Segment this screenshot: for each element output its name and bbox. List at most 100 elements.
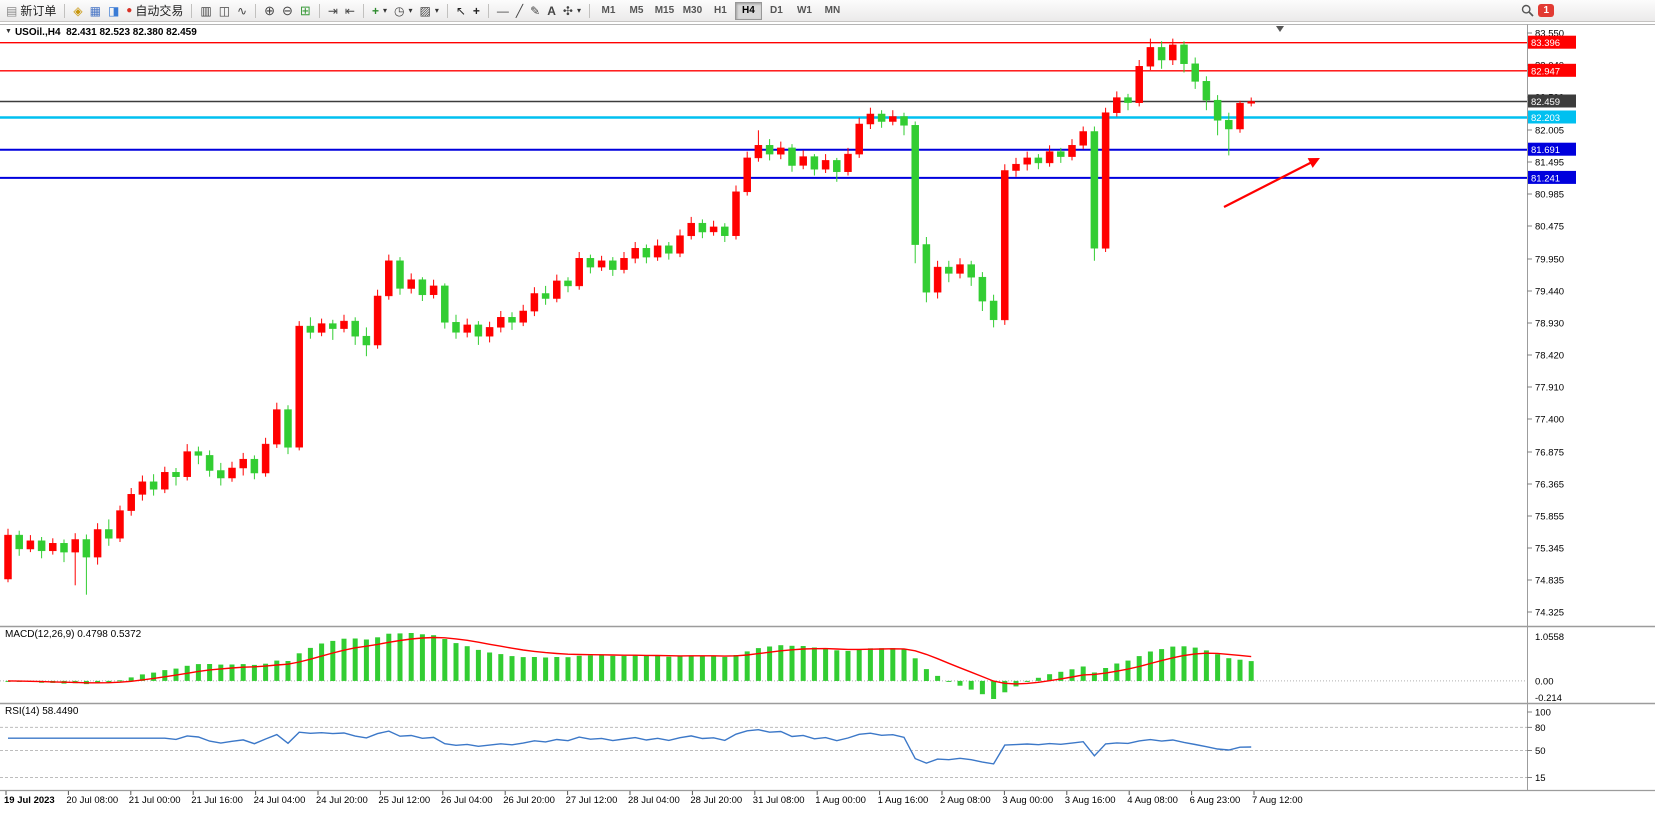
trend-arrow-annotation[interactable] (1223, 157, 1320, 208)
fibonacci-icon[interactable]: ✎ (530, 3, 541, 18)
svg-text:83.396: 83.396 (1531, 38, 1560, 49)
toolbar-separator (255, 3, 257, 18)
svg-text:21 Jul 16:00: 21 Jul 16:00 (191, 795, 243, 806)
timeframe-h4[interactable]: H4 (734, 1, 762, 20)
svg-text:83.550: 83.550 (1535, 29, 1564, 40)
macd-pane[interactable]: 1.0558 0.00 -0.214 (0, 632, 1564, 704)
svg-text:4 Aug 08:00: 4 Aug 08:00 (1127, 795, 1178, 806)
svg-text:75.345: 75.345 (1535, 544, 1564, 555)
svg-text:1 Aug 00:00: 1 Aug 00:00 (815, 795, 866, 806)
svg-text:1.0558: 1.0558 (1535, 632, 1564, 643)
svg-text:82.203: 82.203 (1531, 113, 1560, 124)
svg-text:19 Jul 2023: 19 Jul 2023 (4, 795, 55, 806)
timeframe-mn[interactable]: MN (824, 5, 841, 16)
trendline-icon[interactable]: ╱ (515, 3, 524, 18)
periods-dropdown-icon: ▾ (408, 6, 413, 15)
symbols-icon[interactable]: ◈ (73, 3, 83, 18)
chart-shift-marker[interactable] (1276, 26, 1284, 32)
tile-windows-icon[interactable]: ⊞ (299, 3, 311, 18)
svg-text:27 Jul 12:00: 27 Jul 12:00 (566, 795, 618, 806)
svg-text:76.365: 76.365 (1535, 480, 1564, 491)
autotrade-button[interactable]: ● 自动交易 (123, 2, 186, 20)
svg-text:6 Aug 23:00: 6 Aug 23:00 (1190, 795, 1241, 806)
svg-text:26 Jul 20:00: 26 Jul 20:00 (503, 795, 555, 806)
text-tool-icon[interactable]: A (547, 3, 556, 18)
toolbar-separator (588, 3, 590, 18)
toolbar-separator (487, 3, 489, 18)
timeframe-m30[interactable]: M30 (682, 5, 703, 16)
search-icon[interactable] (1518, 2, 1537, 20)
crosshair-icon[interactable]: + (472, 3, 480, 18)
candlestick-chart-icon[interactable]: ◫ (218, 3, 231, 18)
new-order-button[interactable]: ▤ 新订单 (3, 2, 59, 20)
svg-text:24 Jul 04:00: 24 Jul 04:00 (254, 795, 306, 806)
cursor-icon[interactable]: ↖ (455, 3, 466, 18)
rsi-value: 58.4490 (42, 706, 79, 717)
svg-text:28 Jul 20:00: 28 Jul 20:00 (690, 795, 742, 806)
toolbar-separator (191, 3, 193, 18)
macd-indicator-label: MACD(12,26,9) 0.4798 0.5372 (5, 629, 141, 640)
market-watch-icon[interactable]: ▦ (89, 3, 101, 18)
timeframe-w1[interactable]: W1 (796, 5, 812, 16)
timeframe-m15[interactable]: M15 (654, 5, 675, 16)
bar-chart-icon[interactable]: ▥ (200, 3, 212, 18)
svg-text:78.930: 78.930 (1535, 319, 1564, 330)
auto-scroll-icon[interactable]: ⇥ (327, 3, 338, 18)
svg-text:31 Jul 08:00: 31 Jul 08:00 (753, 795, 805, 806)
chart-shift-icon[interactable]: ⇤ (344, 3, 355, 18)
rsi-pane[interactable]: 100 80 50 15 (0, 708, 1551, 785)
candlesticks[interactable] (4, 38, 1255, 595)
templates-dropdown-icon: ▾ (434, 6, 439, 15)
svg-text:80.985: 80.985 (1535, 190, 1564, 201)
chart-collapse-icon[interactable]: ▼ (5, 28, 12, 35)
svg-text:74.325: 74.325 (1535, 608, 1564, 619)
timeframe-m5[interactable]: M5 (629, 5, 644, 16)
svg-text:2 Aug 08:00: 2 Aug 08:00 (940, 795, 991, 806)
rsi-name: RSI(14) (5, 706, 40, 717)
svg-text:76.875: 76.875 (1535, 448, 1564, 459)
svg-text:20 Jul 08:00: 20 Jul 08:00 (66, 795, 118, 806)
zoom-in-icon[interactable]: ⊕ (264, 3, 275, 18)
chart-title: ▼ USOil.,H4 82.431 82.523 82.380 82.459 (5, 27, 197, 38)
horizontal-level-lines[interactable]: 83.396 82.947 82.459 82.203 81.691 81.241 (0, 35, 1576, 185)
svg-text:3 Aug 00:00: 3 Aug 00:00 (1002, 795, 1053, 806)
autotrade-label: 自动交易 (135, 4, 184, 18)
price-axis[interactable]: 83.55083.04082.53082.00581.49580.98580.4… (1527, 29, 1564, 619)
timeframe-m1[interactable]: M1 (601, 5, 616, 16)
svg-text:28 Jul 04:00: 28 Jul 04:00 (628, 795, 680, 806)
toolbar-separator (446, 3, 448, 18)
new-order-icon: ▤ (6, 3, 18, 18)
templates-button[interactable]: ▨ ▾ (416, 2, 441, 20)
svg-text:3 Aug 16:00: 3 Aug 16:00 (1065, 795, 1116, 806)
svg-text:80.475: 80.475 (1535, 222, 1564, 233)
svg-text:79.440: 79.440 (1535, 287, 1564, 298)
svg-text:82.947: 82.947 (1531, 66, 1560, 77)
svg-text:25 Jul 12:00: 25 Jul 12:00 (378, 795, 430, 806)
svg-text:-0.214: -0.214 (1535, 693, 1562, 704)
timeframe-d1[interactable]: D1 (770, 5, 783, 16)
svg-text:77.400: 77.400 (1535, 415, 1564, 426)
timeframe-h1[interactable]: H1 (714, 5, 727, 16)
terminal-icon[interactable]: ◨ (107, 3, 120, 18)
svg-text:81.241: 81.241 (1531, 173, 1560, 184)
periods-button[interactable]: ◷ ▾ (391, 2, 416, 20)
toolbar-separator (362, 3, 364, 18)
time-axis[interactable]: 19 Jul 2023 20 Jul 08:00 21 Jul 00:00 21 Ju… (4, 791, 1303, 806)
macd-values: 0.4798 0.5372 (77, 629, 142, 640)
svg-text:82.459: 82.459 (1531, 97, 1560, 108)
zoom-out-icon[interactable]: ⊖ (282, 3, 293, 18)
arrows-tool-button[interactable]: ✣ ▾ (560, 2, 584, 20)
new-order-label: 新订单 (20, 4, 57, 18)
horizontal-line-icon[interactable]: — (496, 3, 509, 18)
svg-text:81.691: 81.691 (1531, 145, 1560, 156)
svg-text:0.00: 0.00 (1535, 676, 1554, 687)
indicators-dropdown-icon: ▾ (382, 6, 387, 15)
svg-text:74.835: 74.835 (1535, 576, 1564, 587)
svg-text:26 Jul 04:00: 26 Jul 04:00 (441, 795, 493, 806)
line-chart-icon[interactable]: ∿ (237, 3, 248, 18)
arrows-tool-icon: ✣ (562, 3, 573, 18)
notification-badge[interactable]: 1 (1538, 4, 1554, 17)
indicators-button[interactable]: + ▾ (369, 2, 390, 20)
